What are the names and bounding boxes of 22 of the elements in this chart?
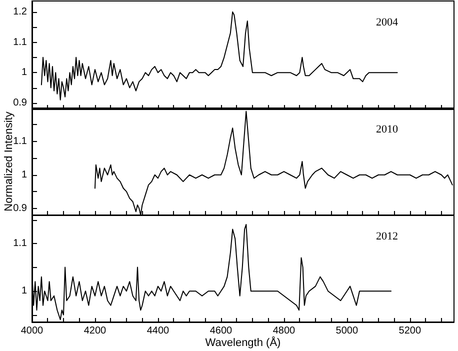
x-tick-label: 4600 [210, 326, 233, 336]
y-tick-label: 1 [21, 67, 28, 78]
annotation: 2004 [376, 16, 398, 28]
y-tick-label: 1.2 [13, 6, 28, 18]
y-tick-label: 1.1 [13, 238, 28, 250]
y-tick-label: 1.1 [13, 136, 28, 147]
x-tick-label: 5000 [336, 326, 358, 336]
y-tick-label: 0.9 [13, 202, 28, 214]
y-tick-label: 1.1 [13, 36, 28, 48]
y-tick-label: 1 [21, 286, 28, 297]
annotation: 2010 [376, 124, 398, 136]
x-tick-label: 4000 [20, 326, 44, 336]
x-tick-label: 5200 [398, 326, 422, 336]
x-tick-label: 4800 [272, 326, 296, 336]
annotation: 2012 [376, 230, 398, 242]
y-tick-label: 1 [21, 169, 28, 180]
y-axis-title: Normalized Intensity [3, 111, 15, 212]
line-series [40, 11, 398, 100]
x-tick-label: 4400 [146, 326, 170, 336]
x-tick-label: 4200 [84, 326, 107, 336]
x-axis-title: Wavelength (Å) [205, 336, 281, 349]
y-tick-label: 0.9 [13, 97, 28, 108]
